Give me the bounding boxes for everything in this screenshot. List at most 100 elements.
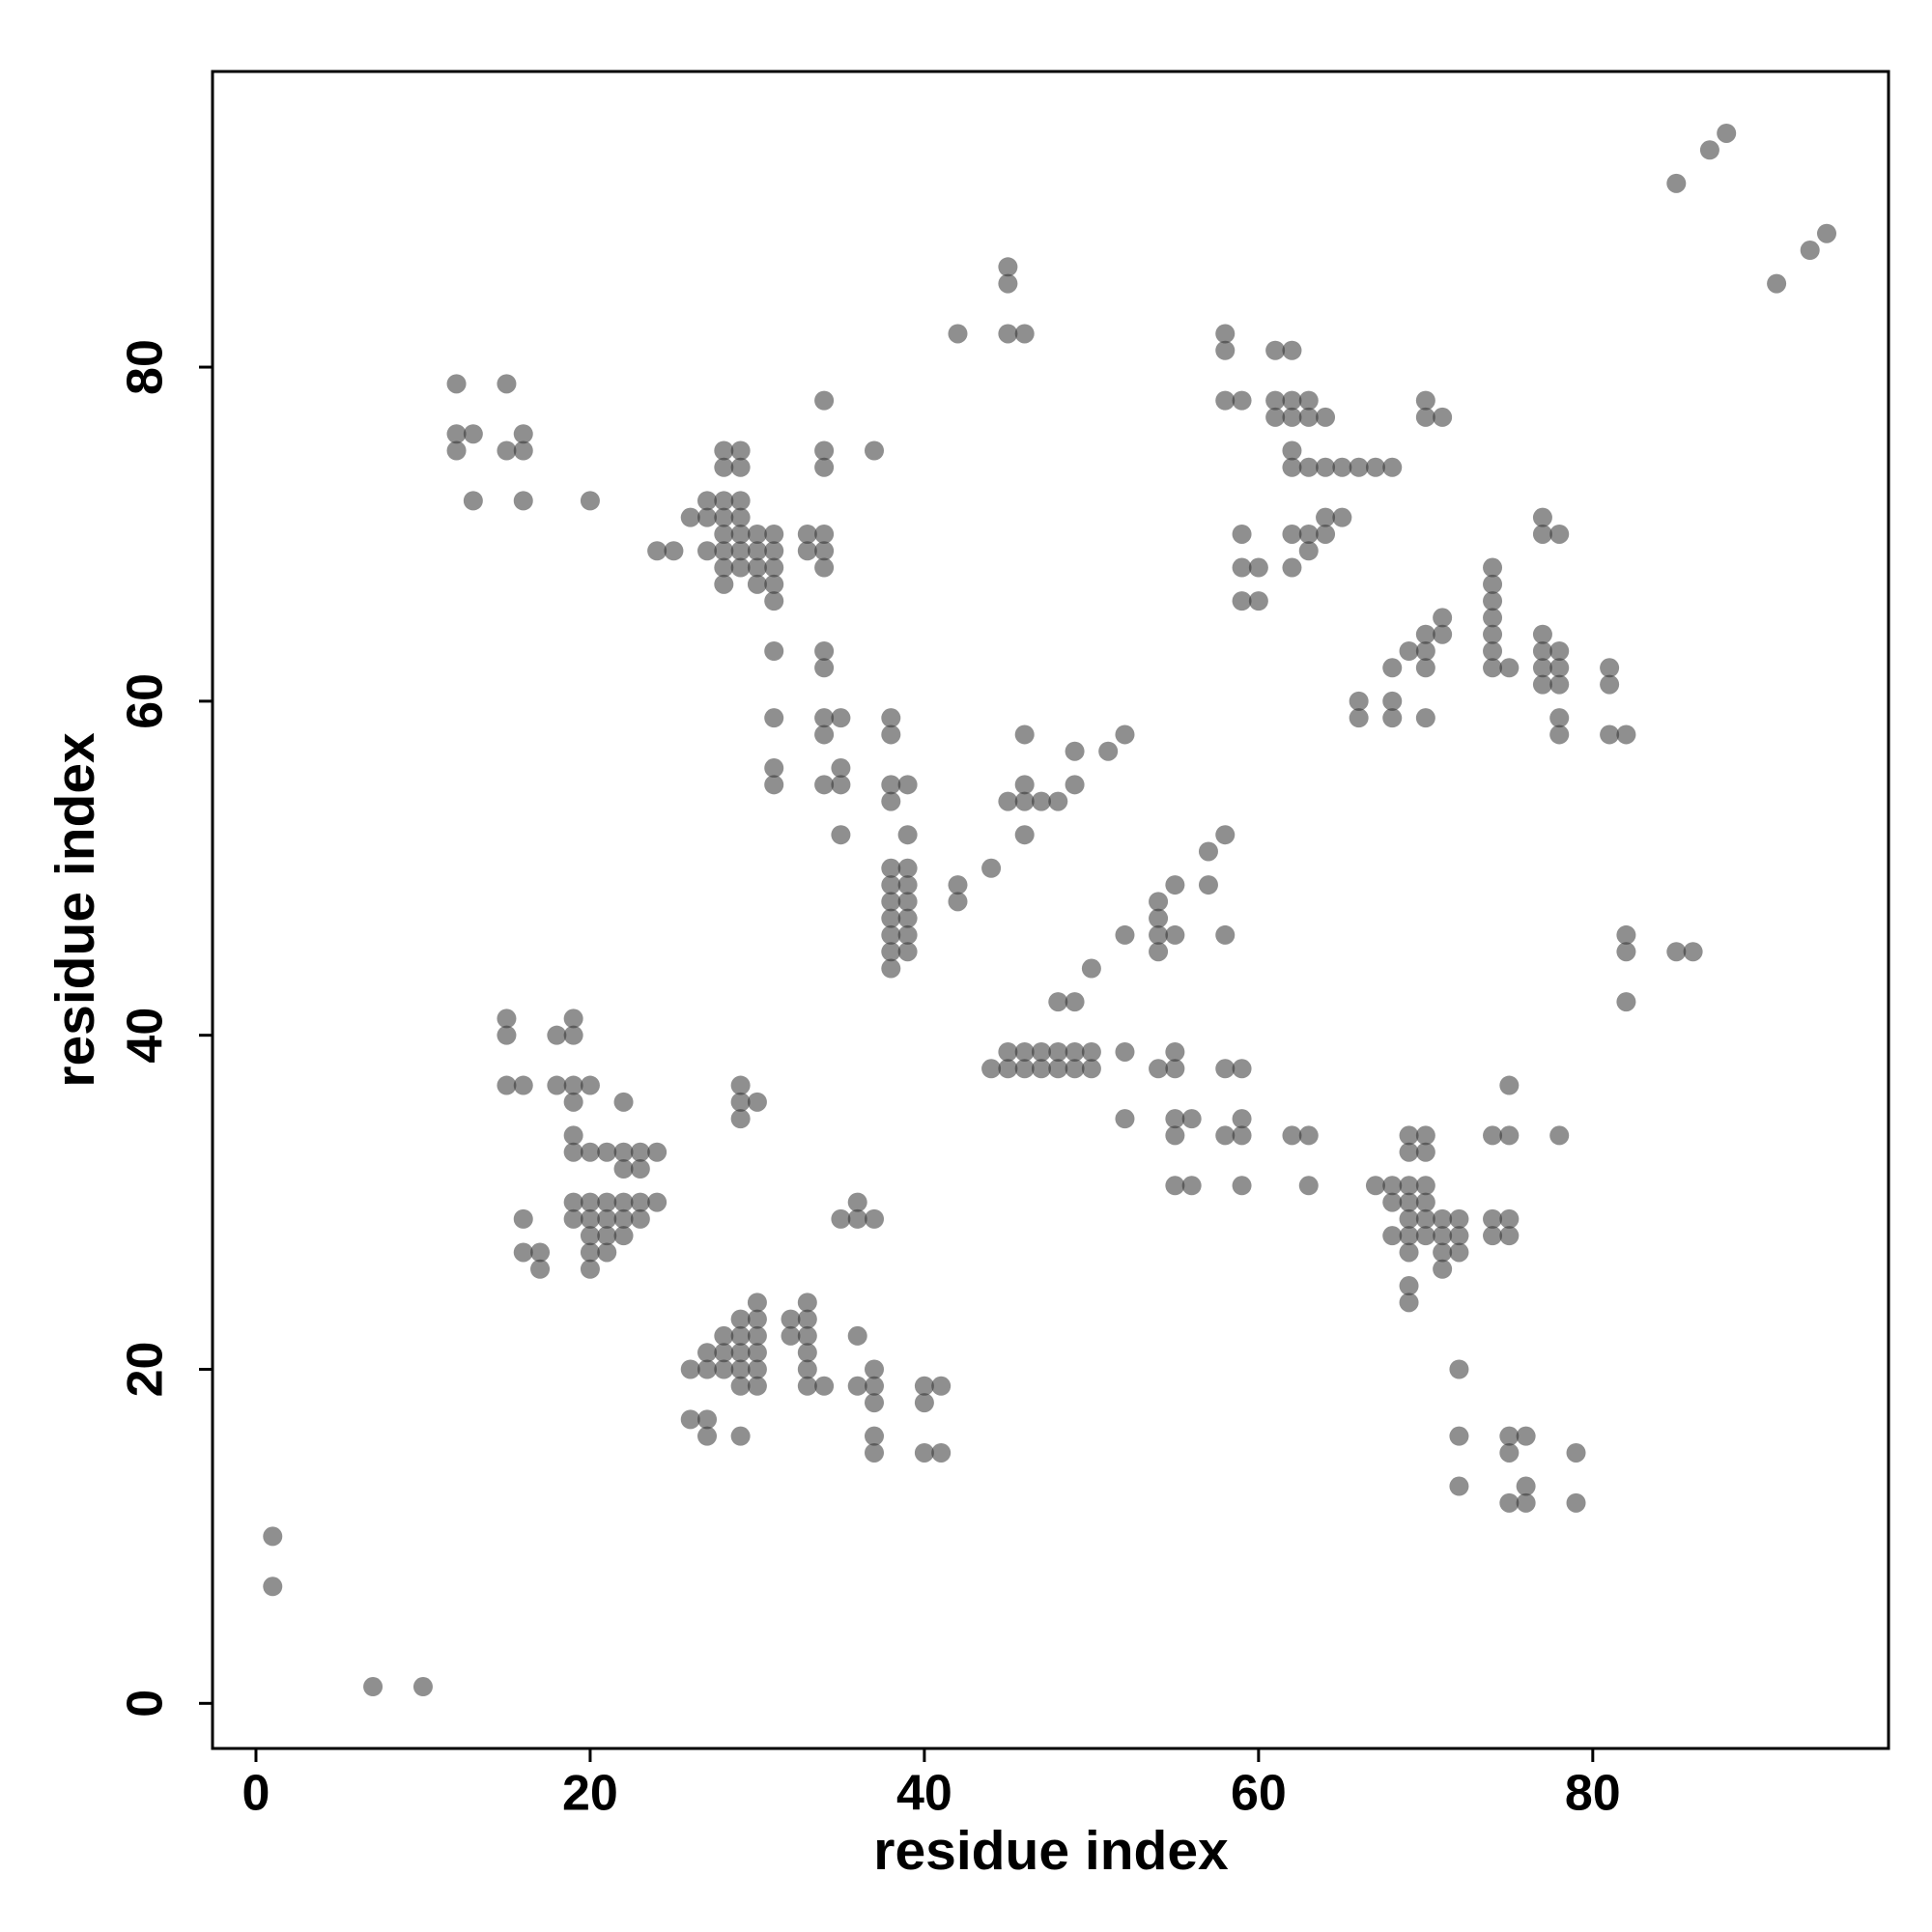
point: [1483, 624, 1503, 644]
point: [363, 1677, 384, 1697]
point: [1483, 557, 1503, 578]
point: [814, 708, 835, 728]
point: [1165, 1041, 1185, 1062]
point: [463, 491, 483, 511]
point: [1048, 1041, 1068, 1062]
point: [831, 775, 851, 795]
point: [563, 1009, 583, 1029]
point: [881, 892, 901, 912]
point: [1014, 324, 1035, 344]
point: [1415, 1125, 1435, 1146]
point: [647, 1142, 668, 1162]
point: [1298, 390, 1319, 411]
point: [1298, 1125, 1319, 1146]
point: [1014, 1059, 1035, 1079]
point: [1616, 942, 1636, 962]
point: [1483, 640, 1503, 661]
point: [865, 440, 885, 461]
point: [1433, 1242, 1453, 1263]
point: [1433, 624, 1453, 644]
point: [998, 273, 1018, 294]
point: [1081, 1059, 1101, 1079]
point: [881, 908, 901, 928]
point: [1149, 908, 1169, 928]
point: [764, 775, 784, 795]
point: [1232, 1176, 1252, 1196]
point: [865, 1208, 885, 1229]
point: [1767, 273, 1787, 294]
point: [1449, 1242, 1469, 1263]
point: [1549, 640, 1570, 661]
point: [630, 1208, 650, 1229]
point: [1181, 1109, 1202, 1129]
point: [881, 924, 901, 945]
point: [1014, 791, 1035, 811]
point: [1215, 924, 1236, 945]
y-tick-label: 60: [118, 673, 174, 729]
point: [1549, 1125, 1570, 1146]
point: [1198, 875, 1218, 895]
point: [1499, 1492, 1520, 1513]
point: [1014, 825, 1035, 845]
point: [1600, 724, 1620, 745]
point: [1433, 1226, 1453, 1246]
point: [697, 1359, 718, 1379]
point: [1065, 1059, 1085, 1079]
point: [1399, 1242, 1419, 1263]
point: [597, 1142, 617, 1162]
point: [764, 557, 784, 578]
point: [1516, 1492, 1536, 1513]
point: [747, 1343, 767, 1363]
point: [513, 1075, 533, 1095]
point: [1415, 1142, 1435, 1162]
point: [1316, 524, 1336, 544]
point: [1483, 1208, 1503, 1229]
point: [513, 1242, 533, 1263]
point: [563, 1092, 583, 1112]
point: [814, 390, 835, 411]
point: [1415, 1192, 1435, 1212]
point: [1031, 1041, 1051, 1062]
point: [513, 491, 533, 511]
point: [881, 724, 901, 745]
point: [563, 1208, 583, 1229]
point: [613, 1226, 634, 1246]
point: [1165, 875, 1185, 895]
y-axis-label: residue index: [44, 732, 106, 1088]
point: [1232, 1109, 1252, 1129]
point: [714, 524, 734, 544]
point: [814, 557, 835, 578]
point: [865, 1376, 885, 1396]
point: [730, 1426, 751, 1446]
point: [1816, 223, 1836, 243]
point: [797, 1376, 817, 1396]
point: [1399, 1142, 1419, 1162]
point: [530, 1242, 551, 1263]
x-tick-label: 60: [1231, 1766, 1287, 1822]
point: [998, 1041, 1018, 1062]
point: [781, 1325, 801, 1346]
point: [730, 1359, 751, 1379]
point: [797, 1325, 817, 1346]
point: [1149, 1059, 1169, 1079]
point: [1532, 624, 1552, 644]
point: [847, 1192, 867, 1212]
point: [1549, 674, 1570, 695]
point: [764, 591, 784, 611]
point: [914, 1393, 934, 1413]
point: [730, 491, 751, 511]
point: [814, 457, 835, 477]
point: [1499, 1208, 1520, 1229]
point: [865, 1393, 885, 1413]
y-tick-label: 0: [118, 1690, 174, 1718]
point: [730, 1109, 751, 1129]
point: [1065, 775, 1085, 795]
point: [981, 1059, 1002, 1079]
x-tick-label: 40: [896, 1766, 952, 1822]
point: [1316, 507, 1336, 527]
point: [730, 1343, 751, 1363]
point: [998, 324, 1018, 344]
point: [1499, 1075, 1520, 1095]
point: [730, 507, 751, 527]
point: [263, 1577, 283, 1597]
